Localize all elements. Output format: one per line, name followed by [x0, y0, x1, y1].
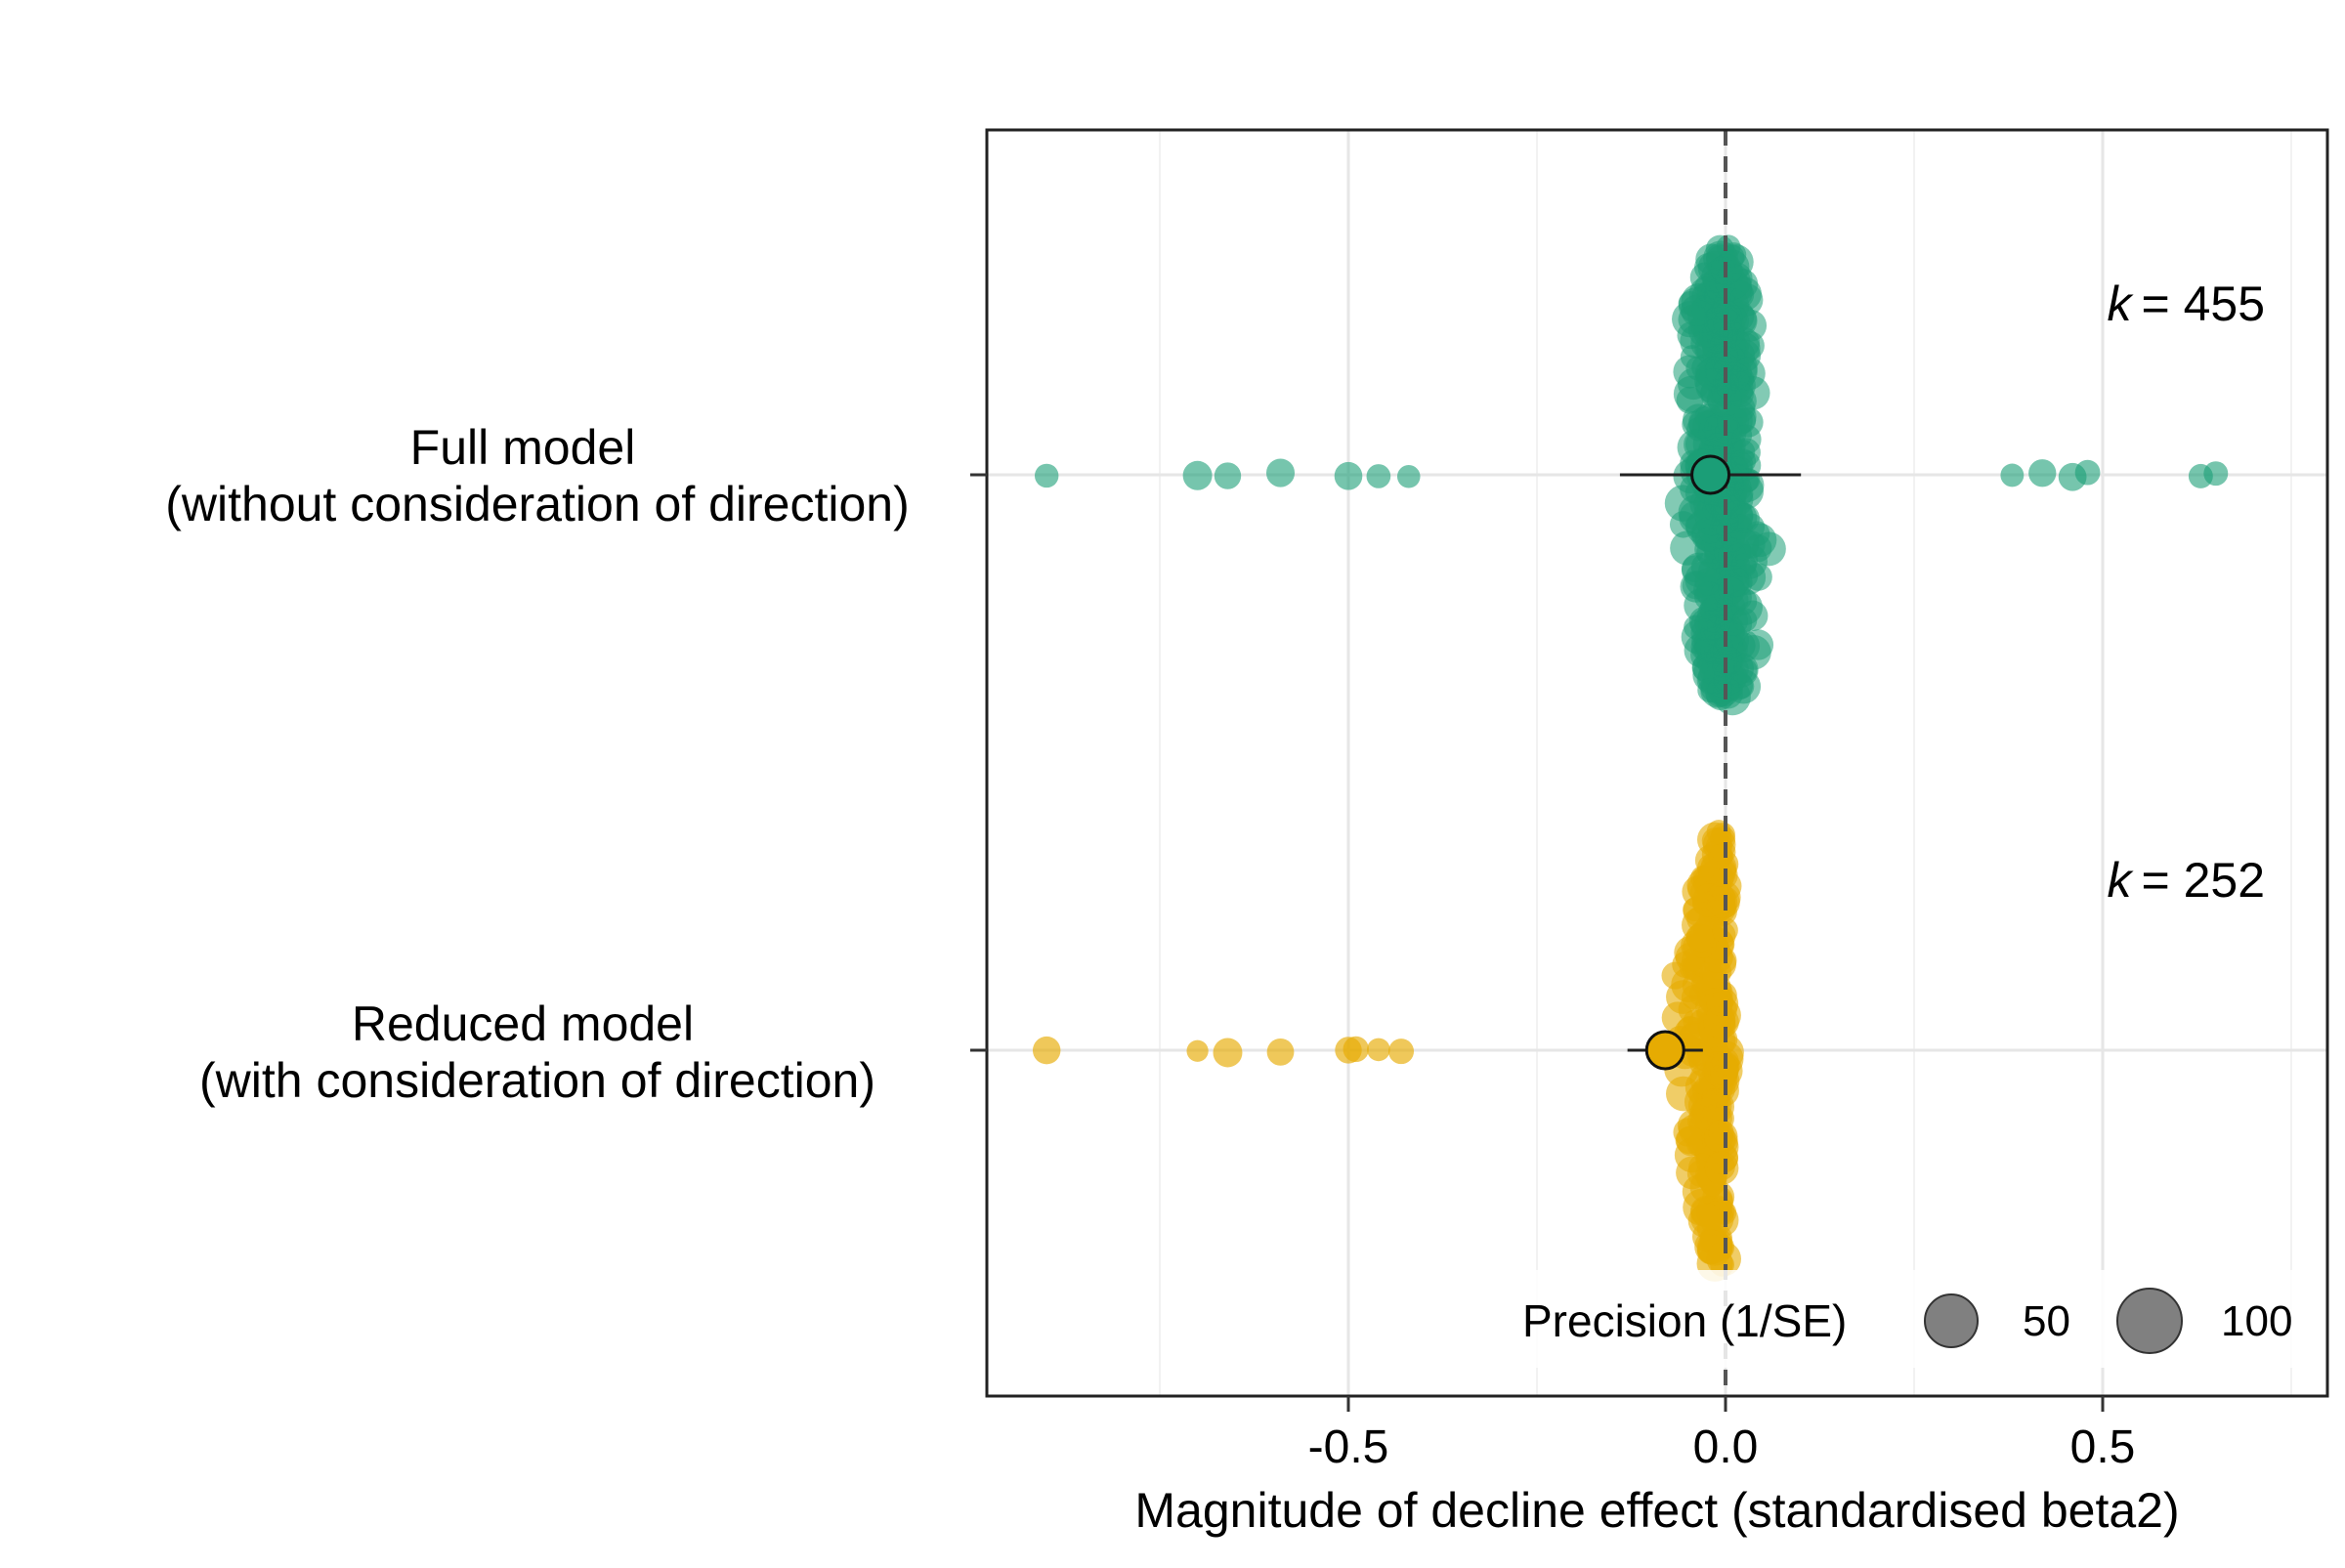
x-tick-label-0: -0.5: [1308, 1421, 1389, 1473]
point: [1396, 464, 1421, 488]
point: [1265, 458, 1296, 487]
category-label-reduced-line1: Reduced model: [352, 996, 694, 1051]
point: [1675, 1126, 1703, 1155]
legend-label-100: 100: [2221, 1297, 2292, 1345]
mean-estimate-0: [1690, 454, 1731, 495]
point: [1186, 1039, 1209, 1062]
point: [1343, 1036, 1369, 1063]
point: [1710, 1059, 1737, 1086]
point: [1366, 464, 1391, 488]
category-label-full-line1: Full model: [410, 420, 636, 475]
point: [1680, 571, 1713, 603]
point: [1729, 503, 1760, 533]
k-symbol-full: k: [2107, 276, 2134, 331]
point: [1334, 461, 1363, 490]
legend-key-50: [1924, 1293, 1979, 1348]
point: [1700, 616, 1729, 646]
points-series-1: [1032, 820, 1744, 1282]
point: [1214, 462, 1242, 489]
point: [1213, 1038, 1243, 1068]
point: [1708, 1119, 1734, 1145]
point: [1673, 355, 1707, 389]
k-label-reduced: k = 252: [2107, 853, 2265, 908]
plot-panel: [985, 128, 2329, 1398]
point: [1266, 1038, 1295, 1066]
point: [1032, 1036, 1061, 1065]
point: [1721, 362, 1750, 391]
x-axis: -0.5 0.0 0.5: [1308, 1396, 2136, 1473]
y-axis: Full model (without consideration of dir…: [165, 420, 987, 1108]
point: [2074, 459, 2101, 486]
raw-effect-points: [1032, 234, 2229, 1282]
point: [2203, 461, 2229, 487]
point: [1698, 318, 1733, 354]
legend-label-50: 50: [2023, 1297, 2070, 1345]
legend-key-100: [2116, 1288, 2183, 1354]
point: [1722, 305, 1748, 331]
k-label-full: k = 455: [2107, 276, 2265, 331]
point: [1729, 439, 1756, 465]
x-tick-label-2: 0.5: [2070, 1421, 2136, 1473]
precision-legend: Precision (1/SE) 50 100: [1510, 1270, 2311, 1368]
point: [1686, 923, 1715, 953]
x-axis-title: Magnitude of decline effect (standardise…: [1134, 1483, 2179, 1538]
point: [1678, 995, 1708, 1025]
point: [1367, 1038, 1390, 1062]
point: [1182, 460, 1213, 490]
point: [1707, 843, 1733, 869]
legend-title: Precision (1/SE): [1522, 1295, 1847, 1346]
point: [1690, 1203, 1723, 1235]
category-label-reduced-line2: (with consideration of direction): [199, 1053, 875, 1108]
k-symbol-reduced: k: [2107, 853, 2134, 908]
point: [1681, 294, 1713, 326]
point: [1669, 511, 1697, 538]
point: [1703, 1005, 1736, 1038]
point: [1742, 629, 1774, 660]
point: [1388, 1038, 1415, 1065]
mean-estimates: [1619, 454, 1802, 1071]
point: [2028, 459, 2057, 487]
point: [1737, 600, 1769, 632]
category-label-full-line2: (without consideration of direction): [165, 477, 910, 531]
point: [1727, 528, 1760, 561]
point: [1034, 463, 1059, 488]
k-value-full: = 455: [2141, 276, 2265, 331]
point: [1692, 883, 1727, 917]
point: [2000, 463, 2025, 487]
x-tick-label-1: 0.0: [1693, 1421, 1759, 1473]
k-value-reduced: = 252: [2141, 853, 2265, 908]
mean-estimate-1: [1644, 1030, 1685, 1071]
point: [1704, 1151, 1739, 1185]
